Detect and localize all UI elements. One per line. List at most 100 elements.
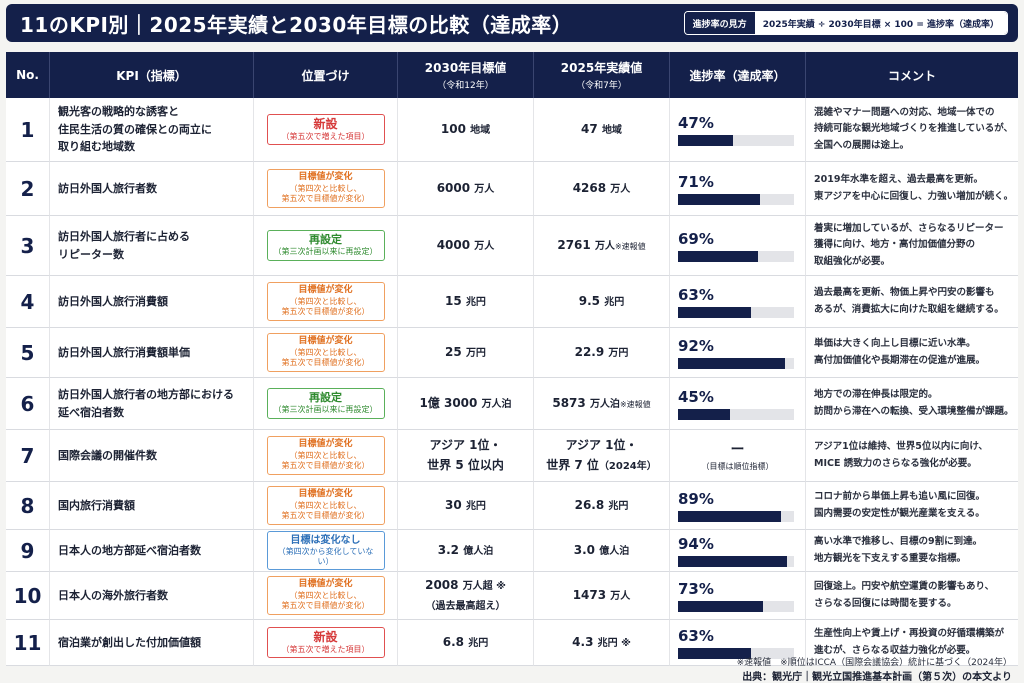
progress-percent: 47% — [678, 113, 714, 132]
progress-bar — [678, 647, 794, 659]
progress-percent: 92% — [678, 336, 714, 355]
target-value: 6000 万人 — [398, 162, 534, 216]
comment-cell: 混雑やマナー問題への対応、地域一体での 持続可能な観光地域づくりを推進しているが、… — [806, 98, 1018, 162]
progress-bar-fill — [678, 134, 733, 146]
kpi-name: 訪日外国人旅行消費額単価 — [50, 328, 254, 378]
progress-bar — [678, 555, 794, 567]
position-cell: 目標値が変化 （第四次と比較し、 第五次で目標値が変化） — [254, 276, 398, 328]
kpi-name: 宿泊業が創出した付加価値額 — [50, 620, 254, 666]
kpi-name: 訪日外国人旅行者数 — [50, 162, 254, 216]
badge-reset: 再設定 （第三次計画以来に再設定） — [266, 230, 385, 261]
progress-bar-fill — [678, 600, 763, 612]
kpi-name: 訪日外国人旅行消費額 — [50, 276, 254, 328]
comment-cell: 地方での滞在伸長は限定的。 訪問から滞在への転換、受入環境整備が課題。 — [806, 378, 1018, 430]
header-no: No. — [6, 52, 50, 98]
target-value: 30 兆円 — [398, 482, 534, 530]
row-number: 1 — [6, 98, 50, 162]
progress-bar-fill — [678, 555, 788, 567]
row-number: 2 — [6, 162, 50, 216]
header-position: 位置づけ — [254, 52, 398, 98]
progress-cell: 47% — [670, 98, 806, 162]
target-value: 6.8 兆円 — [398, 620, 534, 666]
actual-value: 26.8 兆円 — [534, 482, 670, 530]
position-cell: 再設定 （第三次計画以来に再設定） — [254, 216, 398, 276]
badge-changed: 目標値が変化 （第四次と比較し、 第五次で目標値が変化） — [266, 576, 385, 615]
comment-cell: 過去最高を更新、物価上昇や円安の影響も あるが、消費拡大に向けた取組を継続する。 — [806, 276, 1018, 328]
target-value: 100 地域 — [398, 98, 534, 162]
comment-cell: 回復途上。円安や航空運賃の影響もあり、 さらなる回復には時間を要する。 — [806, 572, 1018, 620]
position-cell: 目標は変化なし （第四次から変化していない） — [254, 530, 398, 572]
kpi-name: 訪日外国人旅行者の地方部における 延べ宿泊者数 — [50, 378, 254, 430]
progress-bar — [678, 408, 794, 420]
progress-percent: 63% — [678, 285, 714, 304]
row-number: 9 — [6, 530, 50, 572]
table-row: 1 観光客の戦略的な誘客と 住民生活の質の確保との両立に 取り組む地域数 新設 （第五次で… — [6, 98, 1018, 162]
progress-percent: 69% — [678, 229, 714, 248]
actual-value: 1473 万人 — [534, 572, 670, 620]
progress-bar-fill — [678, 408, 731, 420]
progress-cell: 89% — [670, 482, 806, 530]
table-row: 10 日本人の海外旅行者数 目標値が変化 （第四次と比較し、 第五次で目標値が変化） 20… — [6, 572, 1018, 620]
progress-cell: 63% — [670, 620, 806, 666]
progress-bar — [678, 193, 794, 205]
header-target: 2030年目標値 （令和12年） — [398, 52, 534, 98]
formula-tag: 進捗率の見方 — [684, 12, 755, 34]
table-header: No. KPI（指標） 位置づけ 2030年目標値 （令和12年） 2025年実績… — [6, 52, 1018, 98]
comment-cell: 着実に増加しているが、さらなるリピーター 獲得に向け、地方・高付加価値分野の 取組強… — [806, 216, 1018, 276]
progress-percent: 45% — [678, 387, 714, 406]
progress-cell: 69% — [670, 216, 806, 276]
progress-cell: 94% — [670, 530, 806, 572]
actual-value: 9.5 兆円 — [534, 276, 670, 328]
row-number: 6 — [6, 378, 50, 430]
badge-reset: 再設定 （第三次計画以来に再設定） — [266, 388, 385, 419]
actual-value: 2761 万人※速報値 — [534, 216, 670, 276]
progress-bar-fill — [678, 306, 752, 318]
progress-cell: 73% — [670, 572, 806, 620]
kpi-name: 訪日外国人旅行者に占める リピーター数 — [50, 216, 254, 276]
comment-cell: アジア1位は維持、世界5位以内に向け、 MICE 誘致力のさらなる強化が必要。 — [806, 430, 1018, 482]
progress-bar-fill — [678, 647, 752, 659]
row-number: 10 — [6, 572, 50, 620]
actual-value: 3.0 億人泊 — [534, 530, 670, 572]
table-row: 4 訪日外国人旅行消費額 目標値が変化 （第四次と比較し、 第五次で目標値が変化） 15 … — [6, 276, 1018, 328]
progress-bar — [678, 134, 794, 146]
target-value: 2008 万人超 ※ （過去最高超え） — [398, 572, 534, 620]
row-number: 5 — [6, 328, 50, 378]
progress-percent: 71% — [678, 172, 714, 191]
position-cell: 新設 （第五次で増えた項目） — [254, 620, 398, 666]
position-cell: 目標値が変化 （第四次と比較し、 第五次で目標値が変化） — [254, 572, 398, 620]
progress-bar-fill — [678, 510, 782, 522]
badge-changed: 目標値が変化 （第四次と比較し、 第五次で目標値が変化） — [266, 486, 385, 525]
progress-na: ー（目標は順位指標） — [701, 442, 774, 471]
progress-cell: 63% — [670, 276, 806, 328]
progress-cell: ー（目標は順位指標） — [670, 430, 806, 482]
actual-value: 4.3 兆円 ※ — [534, 620, 670, 666]
source-credit: 出典：観光庁｜観光立国推進基本計画（第５次）の本文より — [742, 672, 1012, 683]
progress-bar — [678, 600, 794, 612]
progress-percent: 63% — [678, 626, 714, 645]
actual-value: アジア 1位・ 世界 7 位（2024年） — [534, 430, 670, 482]
table-row: 2 訪日外国人旅行者数 目標値が変化 （第四次と比較し、 第五次で目標値が変化） 6000… — [6, 162, 1018, 216]
badge-new: 新設 （第五次で増えた項目） — [266, 113, 385, 146]
header-progress: 進捗率（達成率） — [670, 52, 806, 98]
header-kpi: KPI（指標） — [50, 52, 254, 98]
actual-value: 4268 万人 — [534, 162, 670, 216]
badge-changed: 目標値が変化 （第四次と比較し、 第五次で目標値が変化） — [266, 333, 385, 372]
progress-percent: 94% — [678, 534, 714, 553]
target-value: 4000 万人 — [398, 216, 534, 276]
row-number: 4 — [6, 276, 50, 328]
kpi-name: 観光客の戦略的な誘客と 住民生活の質の確保との両立に 取り組む地域数 — [50, 98, 254, 162]
row-number: 8 — [6, 482, 50, 530]
title-bar: 11のKPI別｜2025年実績と2030年目標の比較（達成率） 進捗率の見方 2… — [6, 4, 1018, 42]
position-cell: 目標値が変化 （第四次と比較し、 第五次で目標値が変化） — [254, 482, 398, 530]
target-value: 1億 3000 万人泊 — [398, 378, 534, 430]
footnote: ※速報値 ※順位はICCA（国際会議協会）統計に基づく（2024年） — [736, 658, 1012, 668]
target-value: アジア 1位・ 世界 5 位以内 — [398, 430, 534, 482]
actual-value: 47 地域 — [534, 98, 670, 162]
progress-percent: 73% — [678, 579, 714, 598]
kpi-name: 国内旅行消費額 — [50, 482, 254, 530]
badge-changed: 目標値が変化 （第四次と比較し、 第五次で目標値が変化） — [266, 282, 385, 321]
position-cell: 再設定 （第三次計画以来に再設定） — [254, 378, 398, 430]
formula-text: 2025年実績 ÷ 2030年目標 × 100 = 進捗率（達成率） — [754, 12, 1007, 34]
formula-box: 進捗率の見方 2025年実績 ÷ 2030年目標 × 100 = 進捗率（達成率… — [683, 11, 1008, 35]
